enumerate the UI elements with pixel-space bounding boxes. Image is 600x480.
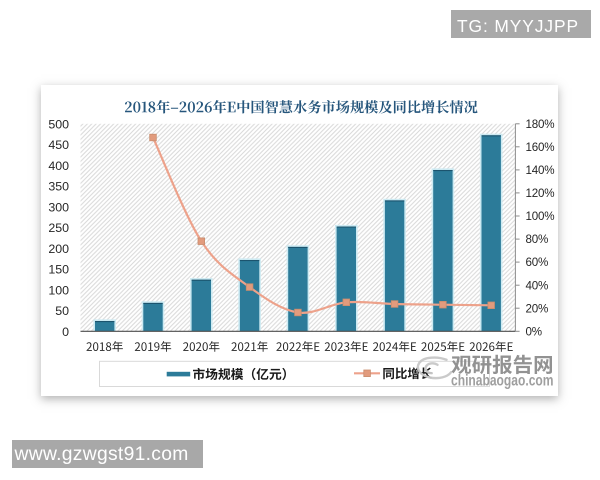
svg-text:40%: 40%	[526, 279, 549, 292]
svg-text:100: 100	[48, 283, 69, 297]
svg-text:500: 500	[48, 117, 69, 131]
svg-text:60%: 60%	[526, 256, 549, 269]
svg-text:180%: 180%	[526, 118, 555, 131]
svg-text:200: 200	[48, 242, 69, 256]
svg-text:300: 300	[48, 200, 69, 214]
svg-text:400: 400	[48, 159, 69, 173]
svg-text:150: 150	[48, 263, 69, 277]
svg-text:120%: 120%	[526, 187, 555, 200]
svg-text:140%: 140%	[526, 164, 555, 177]
svg-text:chinabaogao.com: chinabaogao.com	[451, 373, 554, 390]
svg-text:350: 350	[48, 180, 69, 194]
svg-text:100%: 100%	[526, 210, 555, 223]
svg-text:0: 0	[62, 325, 69, 339]
svg-text:20%: 20%	[526, 302, 549, 315]
svg-text:80%: 80%	[526, 233, 549, 246]
svg-text:450: 450	[48, 138, 69, 152]
svg-text:50: 50	[55, 304, 69, 318]
svg-text:250: 250	[48, 221, 69, 235]
svg-text:0%: 0%	[526, 325, 542, 338]
svg-text:160%: 160%	[526, 141, 555, 154]
